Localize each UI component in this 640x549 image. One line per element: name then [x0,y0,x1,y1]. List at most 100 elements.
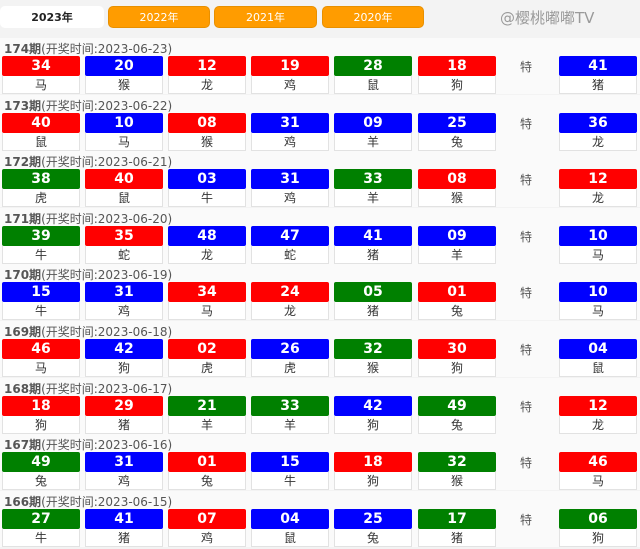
draw-header: 166期(开奖时间:2023-06-15) [4,493,172,510]
ball-number: 10 [559,225,637,246]
ball: 26 虎 [251,339,329,377]
draw-row: 169期(开奖时间:2023-06-18) 46 马 42 狗 02 虎 26 虎 32 猴 30 狗特… [0,321,640,377]
ball-number: 28 [334,56,412,76]
zodiac: 羊 [334,189,412,208]
ball-number: 35 [85,225,163,246]
ball: 10 马 [85,112,163,151]
ball-number: 48 [168,225,246,246]
draw-row: 168期(开奖时间:2023-06-17) 18 狗 29 猪 21 羊 33 羊 42 狗 49 兔特… [0,377,640,434]
ball: 08 猴 [168,112,246,151]
ball: 29 猪 [85,395,163,434]
draw-time: (开奖时间:2023-06-17) [41,381,173,396]
zodiac: 马 [559,245,637,264]
ball-number: 27 [2,508,80,529]
ball-number: 07 [168,508,246,529]
ball: 05 猪 [334,282,412,321]
zodiac: 狗 [334,415,412,434]
ball-number: 46 [2,339,80,359]
ball-number: 33 [251,395,329,416]
ball-number: 09 [418,225,496,246]
ball: 36 龙 [559,112,637,151]
zodiac: 猪 [85,415,163,434]
tab-2023[interactable]: 2023年 [0,6,104,28]
zodiac: 狗 [2,415,80,434]
ball: 12 龙 [559,169,637,208]
ball-number: 32 [334,339,412,359]
zodiac: 猴 [168,132,246,151]
zodiac: 马 [2,76,80,94]
zodiac: 猪 [559,76,637,94]
ball-number: 24 [251,282,329,303]
ball: 47 蛇 [251,225,329,264]
ball-number: 08 [168,112,246,133]
tab-2022[interactable]: 2022年 [108,6,210,28]
draw-header: 172期(开奖时间:2023-06-21) [4,153,172,170]
special-label: 特 [520,286,533,301]
ball-number: 41 [334,225,412,246]
draw-row: 172期(开奖时间:2023-06-21) 38 虎 40 鼠 03 牛 31 鸡 33 羊 08 猴特… [0,151,640,208]
zodiac: 羊 [334,132,412,151]
ball: 15 牛 [2,282,80,321]
tab-2020[interactable]: 2020年 [322,6,424,28]
ball: 03 牛 [168,169,246,208]
ball: 18 狗 [2,395,80,434]
zodiac: 羊 [168,415,246,434]
ball-number: 15 [251,452,329,473]
ball-number: 30 [418,339,496,359]
ball: 12 龙 [559,395,637,434]
ball-number: 18 [418,56,496,76]
ball-number: 21 [168,395,246,416]
ball: 46 马 [559,452,637,491]
zodiac: 猪 [418,528,496,547]
ball-number: 46 [559,452,637,473]
draw-time: (开奖时间:2023-06-15) [41,494,173,509]
zodiac: 虎 [251,359,329,377]
ball: 19 鸡 [251,56,329,94]
ball-number: 40 [2,112,80,133]
ball-number: 04 [251,508,329,529]
zodiac: 龙 [559,189,637,208]
tab-2021[interactable]: 2021年 [214,6,317,28]
ball: 41 猪 [334,225,412,264]
zodiac: 鸡 [85,472,163,491]
zodiac: 马 [559,302,637,321]
ball-number: 31 [85,452,163,473]
ball-number: 04 [559,339,637,359]
special-label: 特 [520,399,533,414]
ball-number: 47 [251,225,329,246]
ball: 31 鸡 [85,452,163,491]
zodiac: 鼠 [251,528,329,547]
ball-number: 25 [334,508,412,529]
draw-time: (开奖时间:2023-06-16) [41,438,173,453]
ball-number: 01 [418,282,496,303]
ball: 30 狗 [418,339,496,377]
special-label: 特 [520,229,533,244]
ball: 31 鸡 [251,112,329,151]
ball-number: 03 [168,169,246,190]
zodiac: 鸡 [251,132,329,151]
zodiac: 狗 [85,359,163,377]
zodiac: 龙 [559,415,637,434]
zodiac: 牛 [168,189,246,208]
ball-number: 10 [85,112,163,133]
ball-number: 41 [85,508,163,529]
zodiac: 龙 [168,76,246,94]
ball-number: 42 [85,339,163,359]
zodiac: 牛 [2,245,80,264]
ball-number: 40 [85,169,163,190]
ball-number: 01 [168,452,246,473]
ball: 31 鸡 [85,282,163,321]
ball: 01 兔 [168,452,246,491]
ball: 25 兔 [334,508,412,547]
ball: 02 虎 [168,339,246,377]
ball-number: 18 [2,395,80,416]
ball: 28 鼠 [334,56,412,94]
ball: 42 狗 [85,339,163,377]
draw-time: (开奖时间:2023-06-23) [41,42,173,56]
zodiac: 牛 [2,528,80,547]
zodiac: 狗 [559,528,637,547]
ball: 49 兔 [418,395,496,434]
ball: 34 马 [168,282,246,321]
ball: 15 牛 [251,452,329,491]
special-label: 特 [520,512,533,527]
